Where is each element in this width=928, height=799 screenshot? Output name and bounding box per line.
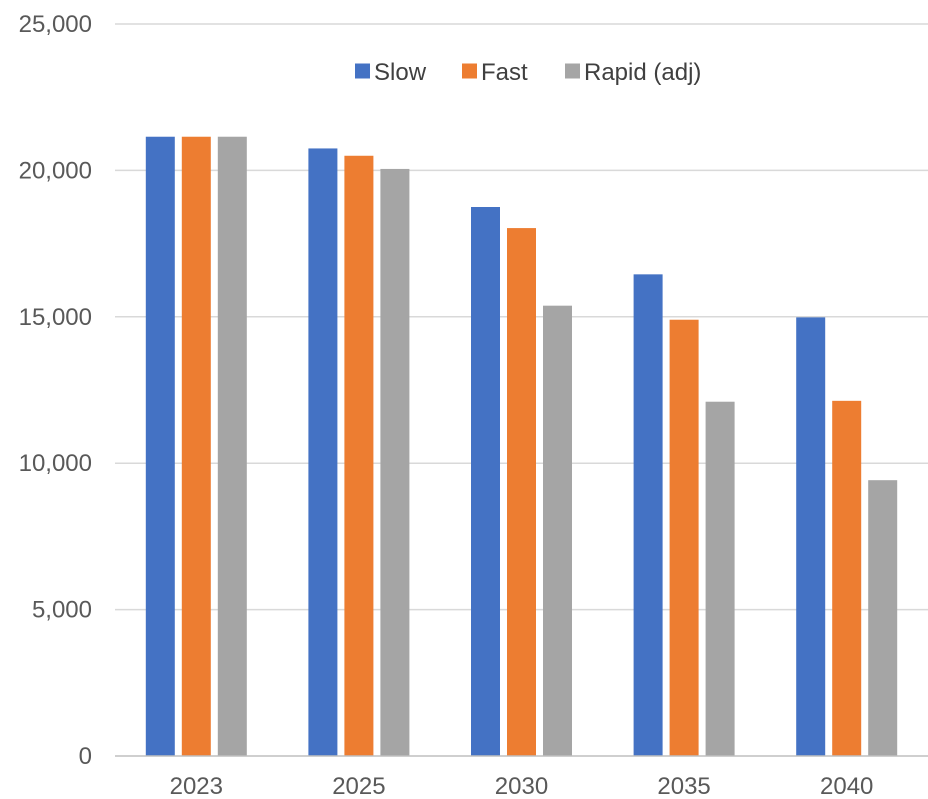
y-tick-label: 10,000 [19,450,92,477]
bar-rapid-adj-2023 [217,136,247,756]
bar-fast-2023 [181,136,211,756]
bar-slow-2030 [471,207,500,756]
y-tick-label: 25,000 [19,11,92,38]
bar-rapid-adj-2025 [380,168,410,756]
bar-rapid-adj-2035 [705,401,735,756]
y-tick-label: 0 [79,743,92,770]
legend-label: Slow [374,59,427,86]
axes: 0 5,000 10,000 15,000 20,000 25,000 2023 2025 20… [19,11,928,799]
legend: Slow Fast Rapid (adj) [355,59,701,86]
x-tick-label: 2023 [170,773,223,799]
bar-fast-2030 [507,228,536,756]
bar-slow-2023 [145,136,175,756]
bars [145,136,898,756]
x-tick-label: 2025 [332,773,385,799]
legend-swatch [565,63,580,79]
x-tick-label: 2040 [820,773,873,799]
legend-label: Rapid (adj) [584,59,701,86]
legend-swatch [355,63,370,79]
bar-rapid-adj-2030 [543,305,572,756]
legend-label: Fast [481,59,528,86]
legend-swatch [462,63,477,79]
y-tick-label: 20,000 [19,157,92,184]
y-tick-label: 5,000 [32,597,92,624]
bar-fast-2035 [669,319,699,756]
bar-slow-2035 [633,274,663,756]
x-tick-label: 2035 [657,773,710,799]
x-tick-label: 2030 [495,773,548,799]
bar-slow-2040 [796,317,826,756]
bar-rapid-adj-2040 [868,480,898,756]
y-tick-label: 15,000 [19,304,92,331]
bar-slow-2025 [308,148,338,756]
bar-fast-2025 [344,155,374,756]
bar-fast-2040 [832,400,862,756]
